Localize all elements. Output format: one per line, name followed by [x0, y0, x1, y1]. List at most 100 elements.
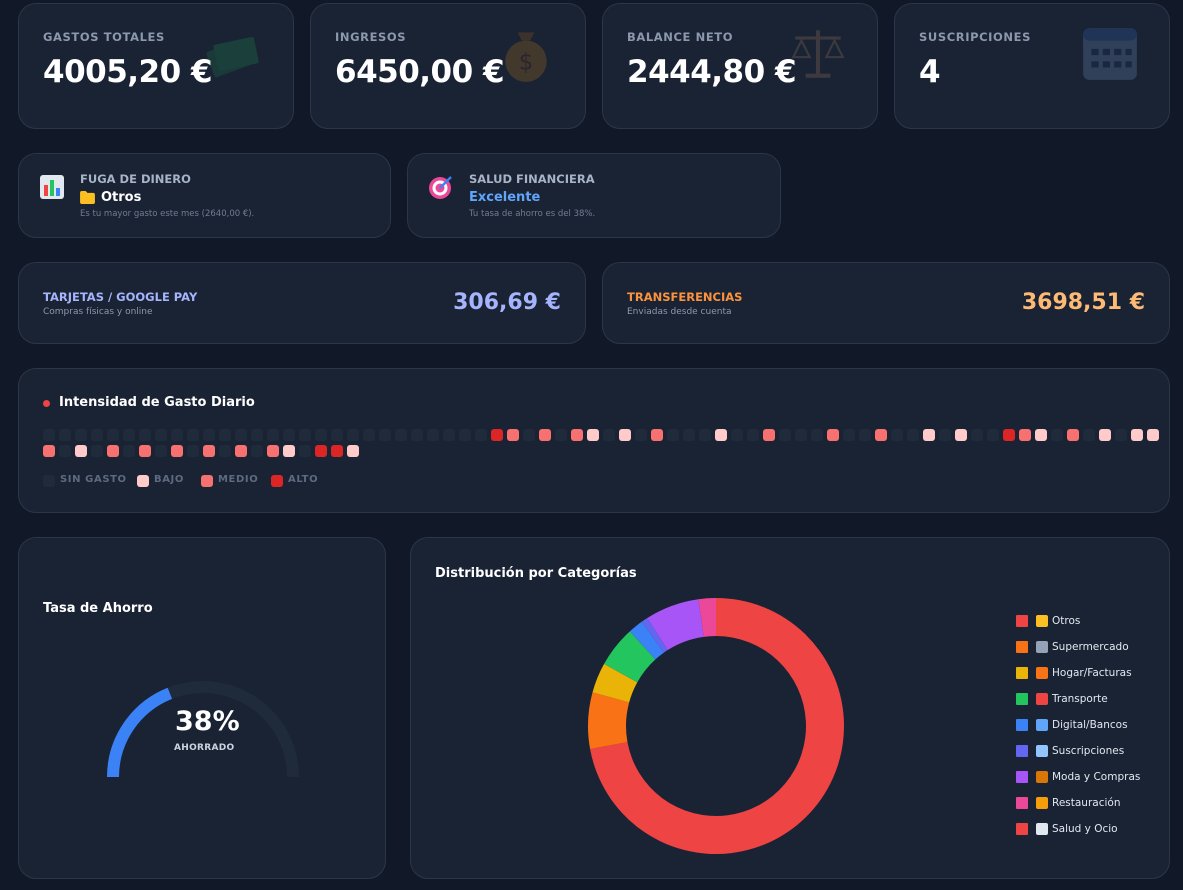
heatmap-day-cell[interactable]: [139, 429, 151, 441]
heatmap-day-cell[interactable]: [347, 429, 359, 441]
heatmap-day-cell[interactable]: [1003, 429, 1015, 441]
heatmap-day-cell[interactable]: [1131, 429, 1143, 441]
legend-item[interactable]: Otros: [1016, 614, 1080, 628]
heatmap-day-cell[interactable]: [139, 445, 151, 457]
heatmap-day-cell[interactable]: [1067, 429, 1079, 441]
heatmap-day-cell[interactable]: [107, 445, 119, 457]
heatmap-day-cell[interactable]: [843, 429, 855, 441]
heatmap-day-cell[interactable]: [107, 429, 119, 441]
donut-slice-restauraci-n[interactable]: [698, 598, 716, 637]
donut-slice-otros[interactable]: [590, 598, 844, 854]
heatmap-day-cell[interactable]: [859, 429, 871, 441]
heatmap-day-cell[interactable]: [1099, 429, 1111, 441]
heatmap-day-cell[interactable]: [43, 429, 55, 441]
legend-item[interactable]: Restauración: [1016, 796, 1120, 810]
donut-slice-moda-y-compras[interactable]: [647, 599, 704, 651]
heatmap-day-cell[interactable]: [1083, 429, 1095, 441]
heatmap-day-cell[interactable]: [907, 429, 919, 441]
heatmap-day-cell[interactable]: [667, 429, 679, 441]
heatmap-day-cell[interactable]: [603, 429, 615, 441]
heatmap-day-cell[interactable]: [923, 429, 935, 441]
heatmap-day-cell[interactable]: [299, 445, 311, 457]
donut-slice-hogar-facturas[interactable]: [592, 663, 638, 703]
heatmap-day-cell[interactable]: [331, 429, 343, 441]
heatmap-day-cell[interactable]: [283, 445, 295, 457]
heatmap-day-cell[interactable]: [171, 445, 183, 457]
heatmap-day-cell[interactable]: [715, 429, 727, 441]
heatmap-day-cell[interactable]: [331, 445, 343, 457]
heatmap-day-cell[interactable]: [651, 429, 663, 441]
heatmap-day-cell[interactable]: [955, 429, 967, 441]
heatmap-day-cell[interactable]: [123, 429, 135, 441]
heatmap-day-cell[interactable]: [267, 429, 279, 441]
heatmap-day-cell[interactable]: [875, 429, 887, 441]
legend-item[interactable]: Salud y Ocio: [1016, 822, 1118, 836]
heatmap-day-cell[interactable]: [587, 429, 599, 441]
heatmap-day-cell[interactable]: [59, 445, 71, 457]
heatmap-day-cell[interactable]: [459, 429, 471, 441]
legend-item[interactable]: Hogar/Facturas: [1016, 666, 1132, 680]
heatmap-day-cell[interactable]: [315, 445, 327, 457]
heatmap-day-cell[interactable]: [795, 429, 807, 441]
heatmap-day-cell[interactable]: [203, 445, 215, 457]
heatmap-day-cell[interactable]: [203, 429, 215, 441]
heatmap-day-cell[interactable]: [379, 429, 391, 441]
heatmap-day-cell[interactable]: [1147, 429, 1159, 441]
heatmap-day-cell[interactable]: [571, 429, 583, 441]
donut-slice-digital-bancos[interactable]: [629, 621, 664, 660]
donut-slice-transporte[interactable]: [604, 631, 656, 683]
heatmap-day-cell[interactable]: [155, 429, 167, 441]
donut-slice-suscripciones[interactable]: [641, 617, 668, 653]
heatmap-day-cell[interactable]: [219, 429, 231, 441]
heatmap-day-cell[interactable]: [187, 429, 199, 441]
heatmap-day-cell[interactable]: [491, 429, 503, 441]
heatmap-day-cell[interactable]: [155, 445, 167, 457]
heatmap-day-cell[interactable]: [731, 429, 743, 441]
heatmap-day-cell[interactable]: [619, 429, 631, 441]
heatmap-day-cell[interactable]: [299, 429, 311, 441]
legend-item[interactable]: Transporte: [1016, 692, 1108, 706]
heatmap-day-cell[interactable]: [315, 429, 327, 441]
heatmap-day-cell[interactable]: [1051, 429, 1063, 441]
heatmap-day-cell[interactable]: [699, 429, 711, 441]
heatmap-day-cell[interactable]: [1115, 429, 1127, 441]
heatmap-day-cell[interactable]: [811, 429, 823, 441]
heatmap-day-cell[interactable]: [555, 429, 567, 441]
heatmap-day-cell[interactable]: [971, 429, 983, 441]
heatmap-day-cell[interactable]: [427, 429, 439, 441]
heatmap-day-cell[interactable]: [235, 429, 247, 441]
heatmap-day-cell[interactable]: [411, 429, 423, 441]
heatmap-day-cell[interactable]: [635, 429, 647, 441]
legend-item[interactable]: Suscripciones: [1016, 744, 1124, 758]
heatmap-day-cell[interactable]: [539, 429, 551, 441]
heatmap-day-cell[interactable]: [123, 445, 135, 457]
heatmap-day-cell[interactable]: [91, 445, 103, 457]
donut-slice-supermercado[interactable]: [588, 692, 630, 749]
heatmap-day-cell[interactable]: [939, 429, 951, 441]
heatmap-day-cell[interactable]: [1035, 429, 1047, 441]
heatmap-day-cell[interactable]: [523, 429, 535, 441]
heatmap-day-cell[interactable]: [283, 429, 295, 441]
heatmap-day-cell[interactable]: [827, 429, 839, 441]
heatmap-day-cell[interactable]: [187, 445, 199, 457]
heatmap-day-cell[interactable]: [75, 429, 87, 441]
heatmap-day-cell[interactable]: [219, 445, 231, 457]
heatmap-day-cell[interactable]: [1019, 429, 1031, 441]
heatmap-day-cell[interactable]: [75, 445, 87, 457]
heatmap-day-cell[interactable]: [475, 429, 487, 441]
heatmap-day-cell[interactable]: [43, 445, 55, 457]
heatmap-day-cell[interactable]: [363, 429, 375, 441]
legend-item[interactable]: Supermercado: [1016, 640, 1129, 654]
heatmap-day-cell[interactable]: [683, 429, 695, 441]
heatmap-day-cell[interactable]: [507, 429, 519, 441]
legend-item[interactable]: Digital/Bancos: [1016, 718, 1128, 732]
heatmap-day-cell[interactable]: [395, 429, 407, 441]
heatmap-day-cell[interactable]: [251, 429, 263, 441]
heatmap-day-cell[interactable]: [763, 429, 775, 441]
heatmap-day-cell[interactable]: [779, 429, 791, 441]
heatmap-day-cell[interactable]: [443, 429, 455, 441]
heatmap-day-cell[interactable]: [171, 429, 183, 441]
heatmap-day-cell[interactable]: [235, 445, 247, 457]
heatmap-day-cell[interactable]: [747, 429, 759, 441]
heatmap-day-cell[interactable]: [91, 429, 103, 441]
